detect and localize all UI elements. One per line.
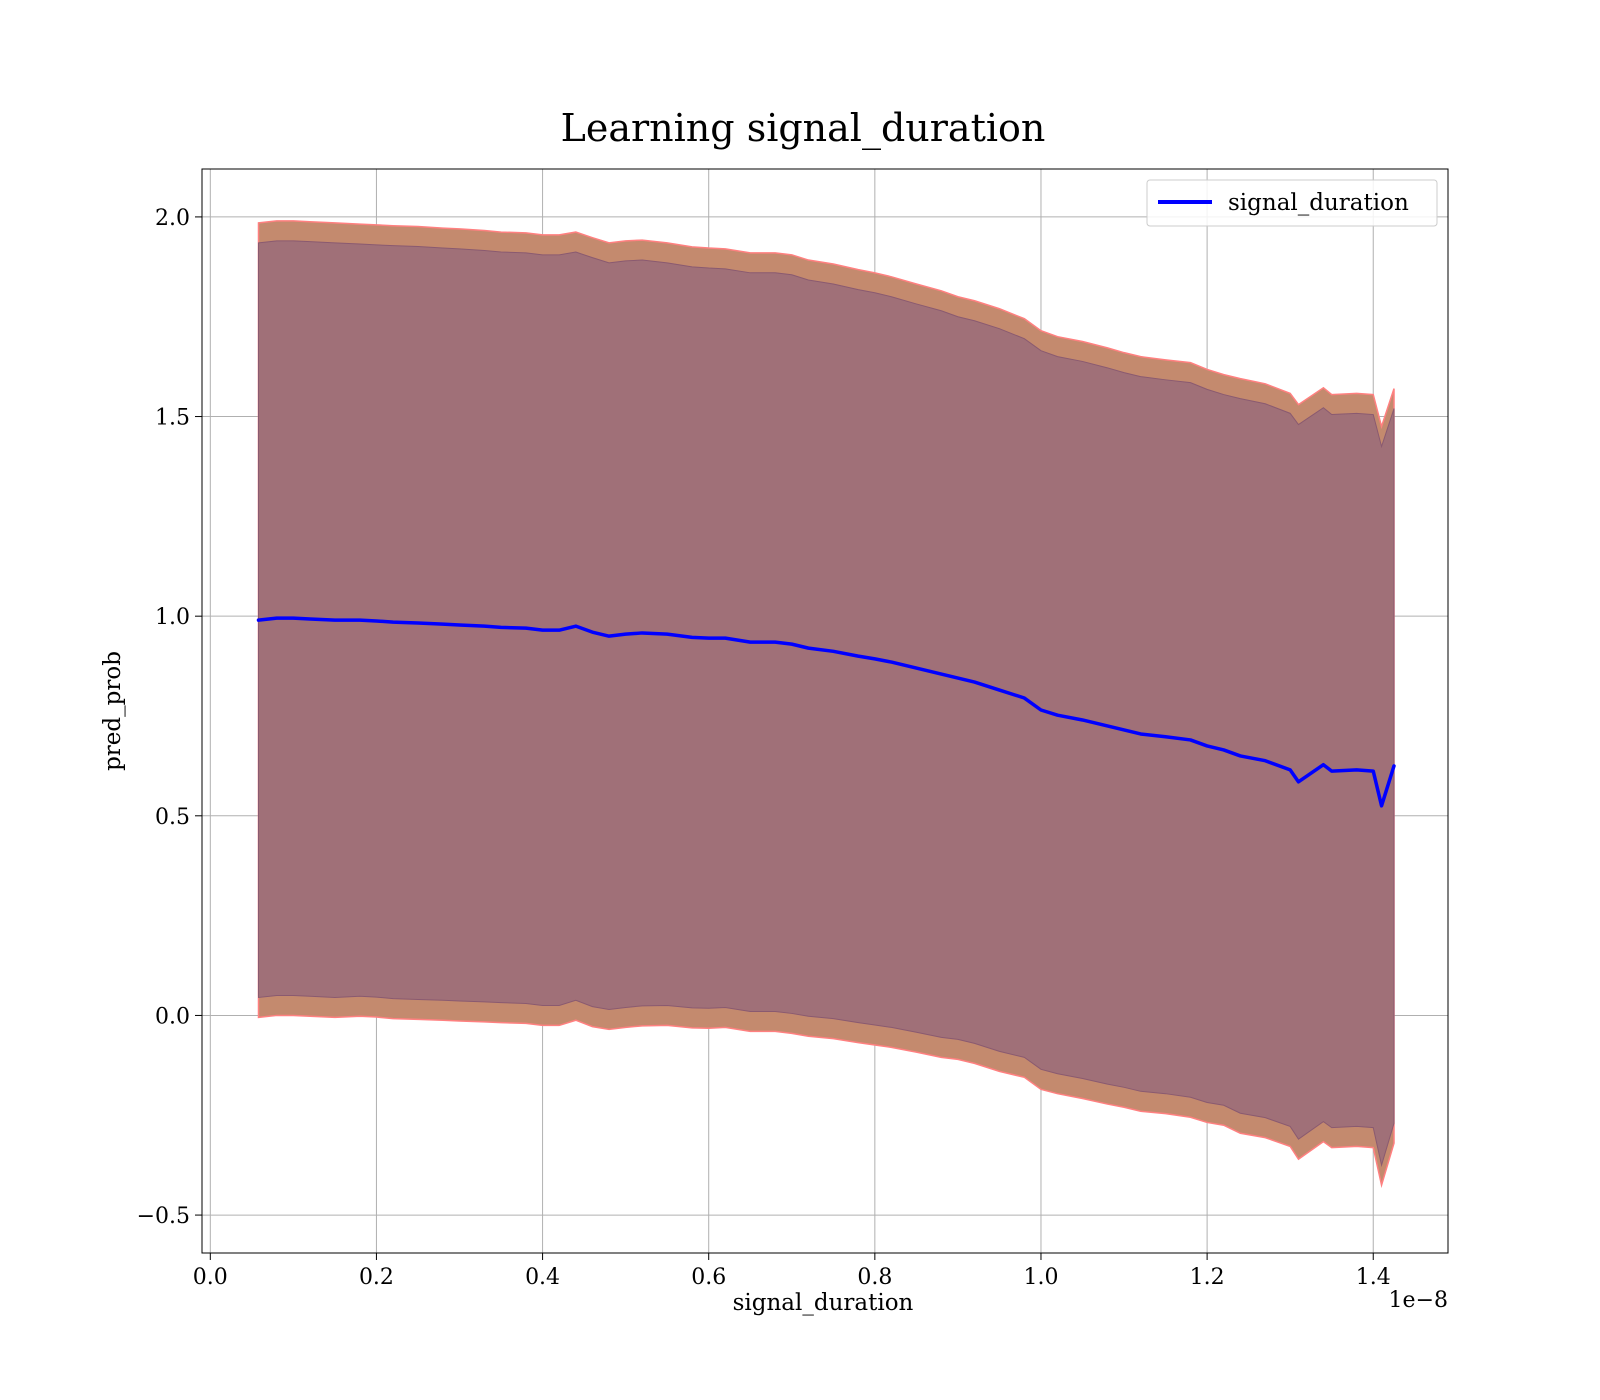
y-tick-label: 2.0 [155,206,190,231]
x-tick-label: 0.6 [691,1265,726,1290]
chart-title: Learning signal_duration [561,106,1046,151]
y-tick-label: −0.5 [137,1204,190,1229]
legend: signal_duration [1146,179,1438,227]
y-axis-label: pred_prob [100,651,126,771]
series-line-signal-duration [256,616,1396,808]
x-tick-label: 1.4 [1356,1265,1391,1290]
confidence-bands [257,220,1395,1189]
x-tick-label: 1.2 [1190,1265,1225,1290]
x-axis-offset-text: 1e−8 [1389,1288,1448,1313]
y-tick-label: 0.0 [155,1004,190,1029]
inner-confidence-band [257,240,1395,1168]
y-tick-label: 1.0 [155,605,190,630]
plot-frame [201,168,1449,1254]
legend-frame [1146,179,1438,227]
y-axis-ticks: −0.5 0.0 0.5 1.0 1.5 2.0 [137,206,202,1229]
y-tick-label: 0.5 [155,805,190,830]
x-axis-ticks: 0.0 0.2 0.4 0.6 0.8 1.0 1.2 1.4 [193,1253,1391,1290]
y-tick-label: 1.5 [155,406,190,431]
x-tick-label: 0.8 [857,1265,892,1290]
x-tick-label: 1.0 [1023,1265,1058,1290]
x-axis-label: signal_duration [733,1290,914,1316]
x-tick-label: 0.2 [359,1265,394,1290]
x-tick-label: 0.0 [193,1265,228,1290]
series-lines [256,616,1396,808]
x-tick-label: 0.4 [525,1265,560,1290]
legend-entry-label: signal_duration [1228,190,1409,216]
